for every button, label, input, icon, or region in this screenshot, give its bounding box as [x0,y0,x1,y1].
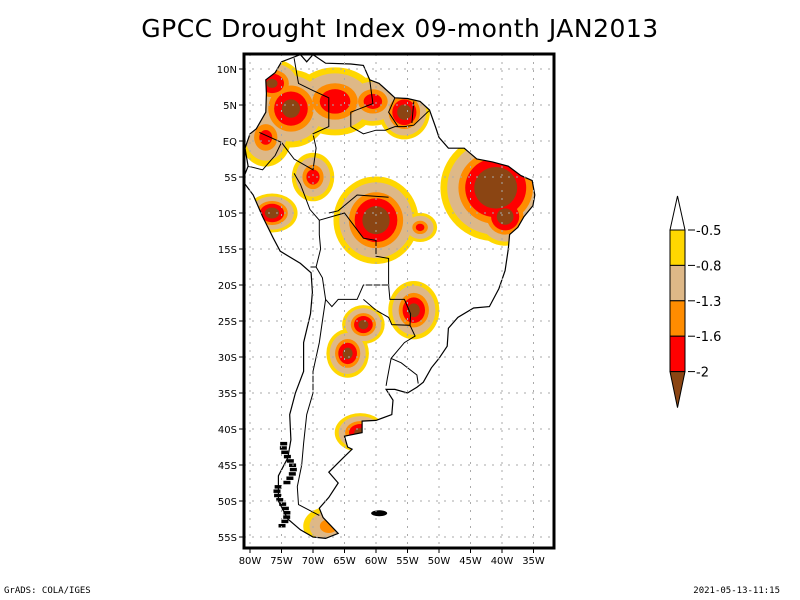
map-title: GPCC Drought Index 09-month JAN2013 [141,14,659,43]
archipelago-fragment [273,489,281,493]
drought-region-10-level-4 [496,208,514,225]
y-tick-label: 20S [218,281,237,292]
falkland-islands [371,510,388,517]
drought-shading-layer [244,54,554,548]
grads-credit: GrADS: COLA/IGES [4,586,91,596]
country-border [293,173,390,285]
y-tick-label: EQ [223,137,237,148]
archipelago-fragment [281,506,289,511]
y-tick-label: 55S [218,533,237,544]
archipelago-fragment [286,459,294,463]
archipelago-fragment [278,523,286,528]
x-tick-label: 45W [459,556,482,567]
archipelago-fragment [283,515,291,519]
legend-top-arrow [669,195,686,231]
archipelago-fragment [281,519,289,524]
country-border [328,194,389,214]
archipelago-fragment [283,480,291,485]
legend-label: -1.6 [696,330,721,345]
archipelago-fragment [283,454,291,459]
x-tick-label: 50W [428,556,451,567]
y-tick-label: 50S [218,497,237,508]
drought-region-1-level-4 [281,99,300,118]
legend-swatch [669,229,686,266]
coastline-layer [244,54,536,540]
drought-region-13-level-4 [358,320,369,330]
country-border [247,142,282,171]
country-border [385,325,416,386]
legend-label: -1.3 [696,295,721,310]
y-tick-label: 5N [223,101,237,112]
ocean-mask [244,54,554,548]
plot-frame [242,52,556,550]
country-border [296,299,327,516]
country-border [390,357,419,384]
y-tick-label: 30S [218,353,237,364]
archipelago-fragment [274,485,282,489]
x-tick-label: 80W [239,556,262,567]
legend-label: -0.8 [696,259,721,274]
x-tick-label: 40W [491,556,514,567]
x-tick-label: 60W [365,556,388,567]
country-border [259,58,330,171]
x-tick-label: 70W [302,556,325,567]
y-tick-label: 25S [218,317,237,328]
archipelago-fragment [286,476,294,480]
drought-region-2-level-3 [319,89,351,114]
y-tick-label: 5S [224,173,237,184]
legend-label: -0.5 [696,224,721,239]
y-tick-label: 15S [218,245,237,256]
archipelago-fragment [288,472,296,476]
coastline [244,54,536,540]
drought-region-9-level-4 [474,167,518,209]
x-axis: 80W 75W 70W 65W 60W 55W 50W 45W 40W 35W [239,548,545,567]
y-tick-label: 10N [217,65,237,76]
x-tick-label: 35W [522,556,545,567]
x-tick-label: 75W [270,556,293,567]
y-axis: 10N 5N EQ 5S 10S 15S 20S 25S 30S 35S 40S 45S 50S 55S [217,65,244,544]
archipelago-fragment [280,441,288,446]
archipelago-fragment [281,450,289,455]
drought-region-4-level-4 [397,104,412,120]
legend-swatch [669,264,686,302]
country-border [388,97,399,127]
y-tick-label: 35S [218,389,237,400]
archipelago-fragment [276,498,284,502]
archipelago-fragment [279,446,287,450]
drought-region-7-level-4 [264,207,280,219]
timestamp: 2021-05-13-11:15 [693,586,780,596]
x-tick-label: 55W [396,556,419,567]
legend-bottom-arrow [669,371,686,408]
archipelago-fragment [274,493,282,498]
drought-region-14-level-4 [342,347,353,360]
y-tick-label: 40S [218,425,237,436]
drought-region-6-level-3 [306,169,320,185]
archipelago-fragment [279,502,287,506]
legend-label: -2 [696,366,709,381]
drought-region-8-level-4 [362,206,390,235]
drought-region-0-level-4 [266,78,278,88]
x-tick-label: 65W [333,556,356,567]
colorbar-legend: -0.5 -0.8 -1.3 -1.6 -2 [669,195,721,408]
drought-region-11-level-3 [415,223,425,232]
archipelago-fragment [283,511,291,515]
archipelago-fragment [289,467,297,472]
y-tick-label: 45S [218,461,237,472]
legend-swatch [669,335,686,373]
legend-swatch [669,300,686,337]
y-tick-label: 10S [218,209,237,220]
